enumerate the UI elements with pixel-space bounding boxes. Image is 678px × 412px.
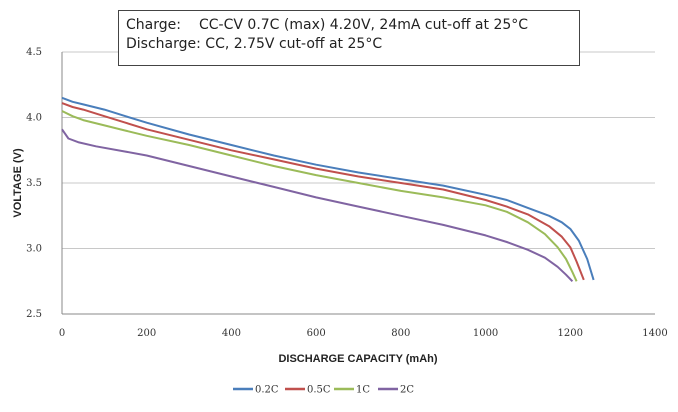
grid-lines bbox=[62, 51, 655, 249]
legend-label: 0.2C bbox=[255, 385, 279, 396]
x-tick-labels: 0 200 400 600 800 1000 1200 1400 bbox=[59, 328, 668, 339]
series-line-0-5C bbox=[61, 102, 585, 281]
legend-label: 0.5C bbox=[307, 385, 331, 396]
test-conditions-note: Charge: CC-CV 0.7C (max) 4.20V, 24mA cut-… bbox=[118, 10, 580, 66]
charge-condition-row: Charge: CC-CV 0.7C (max) 4.20V, 24mA cut-… bbox=[126, 16, 579, 35]
y-tick-label: 3.0 bbox=[26, 244, 42, 255]
discharge-label: Discharge: bbox=[126, 36, 201, 52]
series-line-2C bbox=[61, 128, 574, 282]
charge-condition-text: CC-CV 0.7C (max) 4.20V, 24mA cut-off at … bbox=[199, 17, 529, 33]
discharge-condition-row: Discharge: CC, 2.75V cut-off at 25°C bbox=[126, 35, 579, 54]
axes bbox=[61, 52, 655, 315]
x-tick-label: 200 bbox=[137, 328, 156, 339]
y-tick-labels: 2.5 3.0 3.5 4.0 4.5 bbox=[26, 47, 42, 320]
x-axis-title: DISCHARGE CAPACITY (mAh) bbox=[278, 353, 437, 365]
series-line-1C bbox=[61, 110, 578, 282]
x-tick-label: 400 bbox=[222, 328, 241, 339]
y-tick-label: 3.5 bbox=[26, 178, 42, 189]
legend: 0.2C 0.5C 1C 2C bbox=[233, 385, 414, 396]
x-tick-label: 1400 bbox=[642, 328, 667, 339]
y-tick-label: 4.0 bbox=[26, 113, 42, 124]
x-tick-label: 1000 bbox=[473, 328, 498, 339]
y-tick-label: 4.5 bbox=[26, 47, 42, 58]
legend-label: 1C bbox=[356, 385, 370, 396]
charge-label: Charge: bbox=[126, 17, 181, 33]
y-tick-label: 2.5 bbox=[26, 309, 42, 320]
x-tick-label: 1200 bbox=[558, 328, 583, 339]
discharge-condition-text: CC, 2.75V cut-off at 25°C bbox=[205, 36, 383, 52]
x-tick-label: 600 bbox=[307, 328, 326, 339]
series-line-0-2C bbox=[61, 96, 595, 281]
legend-label: 2C bbox=[400, 385, 414, 396]
x-tick-label: 800 bbox=[391, 328, 410, 339]
y-axis-title: VOLTAGE (V) bbox=[12, 148, 24, 218]
series-lines bbox=[61, 96, 595, 282]
x-tick-label: 0 bbox=[59, 328, 65, 339]
